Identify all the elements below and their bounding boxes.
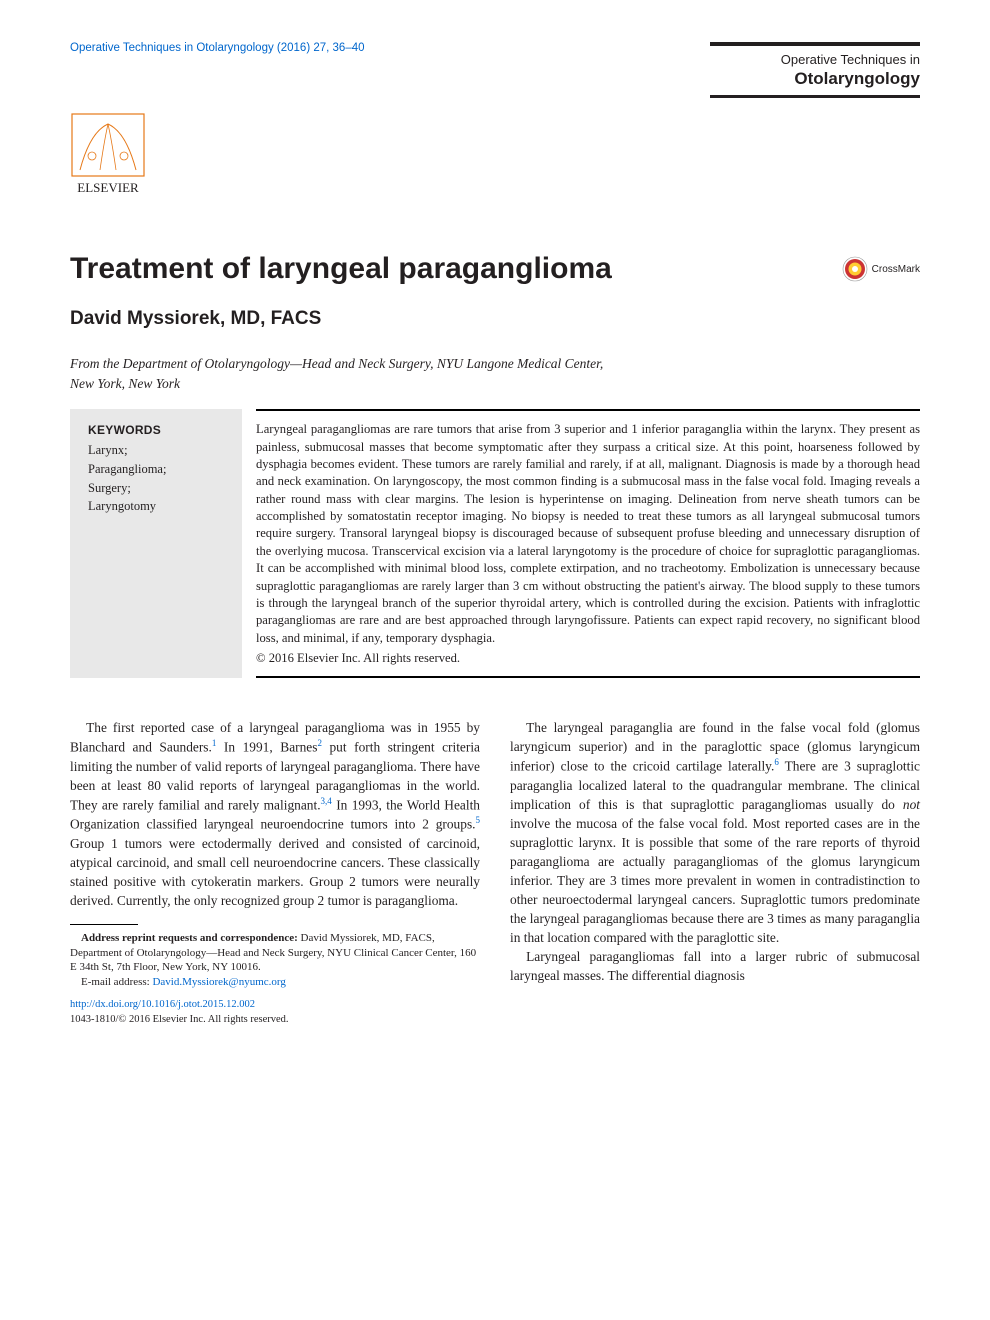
keyword-item: Surgery; [88,479,228,498]
journal-title: Otolaryngology [710,69,920,89]
issn-copyright: 1043-1810/© 2016 Elsevier Inc. All right… [70,1014,289,1025]
journal-rule-bottom [710,95,920,98]
correspondence-footnote: Address reprint requests and corresponde… [70,931,480,990]
keyword-item: Laryngotomy [88,497,228,516]
crossmark-icon [842,256,868,282]
abstract-block: KEYWORDS Larynx; Paraganglioma; Surgery;… [70,409,920,678]
publisher-logo-row: ELSEVIER [70,112,920,202]
abstract-text: Laryngeal paragangliomas are rare tumors… [256,421,920,647]
abstract-column: Laryngeal paragangliomas are rare tumors… [242,409,920,678]
author-affiliation: From the Department of Otolaryngology—He… [70,354,920,393]
citation-ref[interactable]: 5 [476,815,481,825]
email-link[interactable]: David.Myssiorek@nyumc.org [152,976,285,988]
journal-rule-top [710,42,920,46]
keyword-item: Paraganglioma; [88,460,228,479]
doi-block: http://dx.doi.org/10.1016/j.otot.2015.12… [70,998,480,1027]
abstract-rule-top [256,409,920,411]
journal-title-box: Operative Techniques in Otolaryngology [710,42,920,98]
keywords-sidebar: KEYWORDS Larynx; Paraganglioma; Surgery;… [70,409,242,678]
keywords-list: Larynx; Paraganglioma; Surgery; Laryngot… [88,441,228,516]
correspondence-label: Address reprint requests and corresponde… [81,932,298,944]
keywords-heading: KEYWORDS [88,423,228,437]
crossmark-badge[interactable]: CrossMark [842,256,920,282]
elsevier-logo-icon: ELSEVIER [70,112,146,198]
citation: Operative Techniques in Otolaryngology (… [70,42,365,54]
body-paragraph: Laryngeal paragangliomas fall into a lar… [510,947,920,985]
right-column: The laryngeal paraganglia are found in t… [510,718,920,1027]
abstract-copyright: © 2016 Elsevier Inc. All rights reserved… [256,651,920,666]
crossmark-label: CrossMark [872,264,920,275]
footnote-rule [70,924,138,925]
journal-subtitle: Operative Techniques in [710,52,920,67]
body-paragraph: The laryngeal paraganglia are found in t… [510,718,920,947]
abstract-rule-bottom [256,676,920,678]
title-row: Treatment of laryngeal paraganglioma Cro… [70,252,920,286]
left-column: The first reported case of a laryngeal p… [70,718,480,1027]
body-paragraph: The first reported case of a laryngeal p… [70,718,480,910]
body-columns: The first reported case of a laryngeal p… [70,718,920,1027]
affiliation-line-1: From the Department of Otolaryngology—He… [70,356,603,371]
page-header: Operative Techniques in Otolaryngology (… [70,42,920,98]
doi-link[interactable]: http://dx.doi.org/10.1016/j.otot.2015.12… [70,999,255,1010]
article-title: Treatment of laryngeal paraganglioma [70,252,612,286]
keyword-item: Larynx; [88,441,228,460]
email-label: E-mail address: [81,976,152,988]
affiliation-line-2: New York, New York [70,376,180,391]
author-name: David Myssiorek, MD, FACS [70,308,920,330]
emphasis-not: not [903,797,920,812]
citation-ref[interactable]: 3,4 [321,796,332,806]
publisher-name: ELSEVIER [77,180,139,195]
